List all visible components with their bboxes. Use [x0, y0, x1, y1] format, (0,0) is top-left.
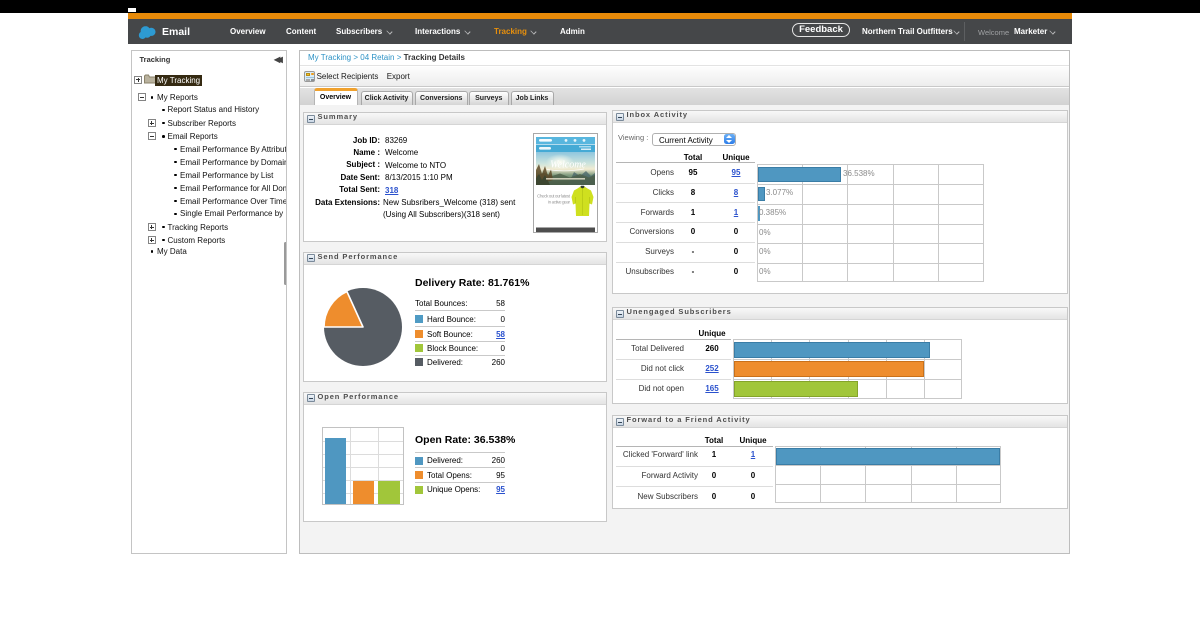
svg-text:Welcome: Welcome — [550, 159, 586, 170]
svg-text:Check out our latest: Check out our latest — [537, 193, 571, 198]
svg-text:in active gear: in active gear — [548, 199, 570, 204]
